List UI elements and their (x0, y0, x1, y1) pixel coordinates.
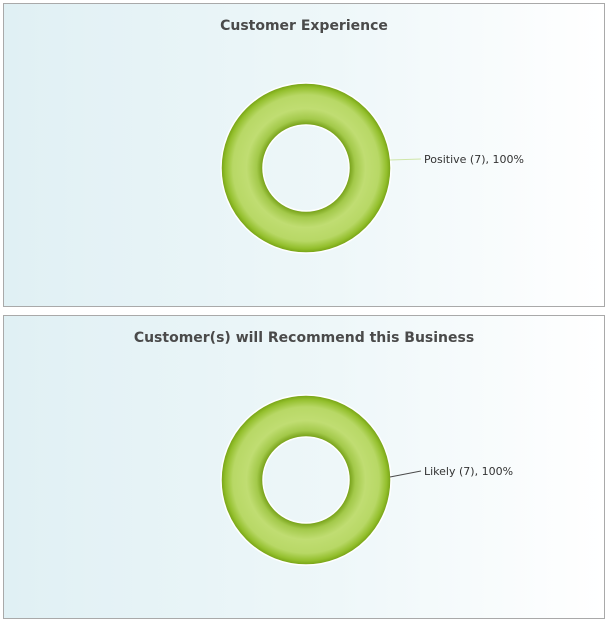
chart-panel-customer-experience: Customer Experience Positive (7), 100% (3, 3, 605, 307)
chart-title: Customer Experience (220, 18, 388, 34)
slice-label: Likely (7), 100% (424, 465, 513, 478)
slice-leader-line (389, 158, 422, 161)
donut-slice-likely (220, 394, 392, 566)
slice-label: Positive (7), 100% (424, 153, 524, 166)
slice-leader-line (389, 470, 422, 478)
chart-title: Customer(s) will Recommend this Business (133, 330, 475, 346)
donut-chart: Positive (7), 100% (220, 82, 524, 254)
chart-panel-recommend-business: Customer(s) will Recommend this Business… (3, 315, 605, 619)
donut-chart: Likely (7), 100% (220, 394, 513, 566)
donut-slice-positive (220, 82, 392, 254)
